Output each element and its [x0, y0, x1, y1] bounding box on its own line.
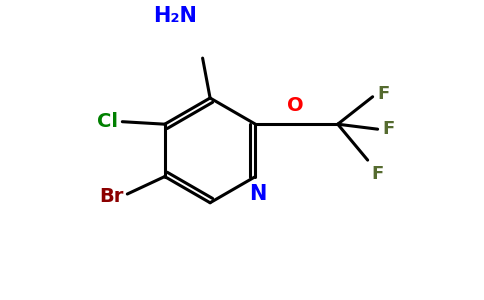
Text: Cl: Cl [97, 112, 119, 131]
Text: F: F [378, 85, 390, 103]
Text: O: O [287, 96, 303, 115]
Text: Br: Br [99, 187, 123, 206]
Text: N: N [249, 184, 267, 204]
Text: F: F [383, 120, 395, 138]
Text: H₂N: H₂N [153, 6, 197, 26]
Text: F: F [372, 165, 384, 183]
